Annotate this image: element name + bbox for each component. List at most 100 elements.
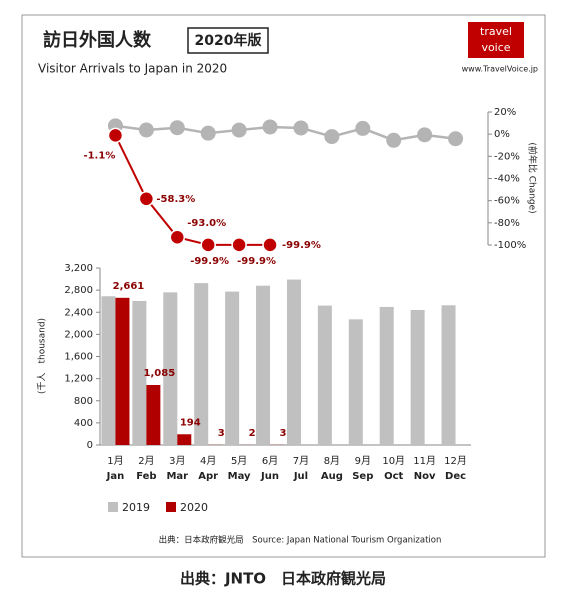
source: 出典：日本政府観光局 Source: Japan National Touris… [159, 535, 442, 546]
y2-tick-label: -80% [494, 218, 520, 229]
data-label: -99.9% [190, 256, 229, 267]
x-tick-label: 4月 [200, 455, 216, 467]
x-tick-label: Apr [198, 471, 218, 482]
x-tick-label: Dec [445, 471, 466, 482]
x-tick-label: 11月 [413, 455, 436, 467]
x-tick-label: May [228, 471, 251, 482]
y-axis-label: (千人 thousand) [37, 318, 48, 394]
data-label: -99.9% [237, 256, 276, 267]
point [355, 120, 371, 136]
data-label: -93.0% [187, 218, 226, 229]
y-tick-label: 800 [74, 396, 93, 407]
point [138, 122, 154, 138]
point [262, 237, 278, 253]
point [231, 122, 247, 138]
bar [146, 384, 161, 445]
legend-swatch [108, 502, 118, 512]
x-tick-label: 9月 [355, 455, 371, 467]
data-label: 2,661 [113, 281, 145, 292]
data-label: -1.1% [83, 150, 115, 161]
credit: 出典：JNTO 日本政府観光局 [180, 570, 386, 588]
x-tick-label: Jul [293, 471, 308, 482]
data-label: 1,085 [144, 368, 176, 379]
x-tick-label: Nov [414, 471, 436, 482]
bar [115, 297, 130, 445]
y2-tick-label: 20% [494, 107, 516, 118]
data-label: 194 [180, 417, 201, 428]
x-tick-label: 12月 [444, 455, 467, 467]
x-tick-label: 1月 [107, 455, 123, 467]
y2-tick-label: -40% [494, 174, 520, 185]
y-tick-label: 2,400 [64, 307, 93, 318]
y-tick-label: 2,000 [64, 329, 93, 340]
bar [410, 309, 425, 445]
logo-text: travel [480, 25, 512, 38]
bar [286, 279, 301, 445]
bar [379, 306, 394, 445]
y-tick-label: 3,200 [64, 263, 93, 274]
x-tick-label: Aug [321, 471, 343, 482]
legend-label: 2019 [122, 501, 150, 514]
legend-label: 2020 [180, 501, 208, 514]
y-tick-label: 0 [87, 440, 93, 451]
bar [194, 283, 209, 445]
y-tick-label: 1,200 [64, 374, 93, 385]
url: www.TravelVoice.jp [462, 65, 538, 74]
subtitle: Visitor Arrivals to Japan in 2020 [38, 62, 227, 76]
y-tick-label: 1,600 [64, 352, 93, 363]
x-tick-label: 6月 [262, 455, 278, 467]
x-tick-label: 10月 [382, 455, 405, 467]
x-tick-label: Jun [260, 471, 279, 482]
bar [132, 300, 147, 445]
point [386, 132, 402, 148]
y-tick-label: 400 [74, 418, 93, 429]
y-tick-label: 2,800 [64, 285, 93, 296]
point [448, 131, 464, 147]
data-label: 2 [249, 428, 256, 439]
point [169, 229, 186, 245]
frame [21, 14, 546, 558]
legend-swatch [166, 502, 176, 512]
y2-tick-label: 0% [494, 129, 510, 140]
data-label: -58.3% [156, 194, 195, 205]
bar [101, 296, 116, 445]
badge-box [187, 27, 269, 54]
point [417, 127, 433, 143]
bar [163, 292, 178, 445]
x-tick-label: 7月 [293, 455, 309, 467]
point [262, 119, 278, 135]
bar [441, 305, 456, 445]
title: 訪日外国人数 [43, 29, 152, 51]
point [200, 237, 216, 253]
bar [225, 291, 240, 445]
x-tick-label: 5月 [231, 455, 247, 467]
point [107, 127, 124, 144]
x-tick-label: 8月 [324, 455, 340, 467]
data-label: 3 [218, 428, 225, 439]
y2-tick-label: -60% [494, 196, 520, 207]
y2-tick-label: -100% [494, 240, 526, 251]
y2-axis-label: (前年比 Change) [527, 142, 539, 213]
point [324, 129, 340, 145]
bar [177, 434, 192, 445]
logo-box [468, 22, 524, 58]
x-tick-label: Oct [384, 471, 403, 482]
point [138, 191, 155, 207]
x-tick-label: Mar [166, 471, 188, 482]
point [293, 120, 309, 136]
data-label: 3 [280, 428, 287, 439]
point [169, 120, 185, 136]
point [231, 237, 247, 253]
x-tick-label: 2月 [138, 455, 154, 467]
x-tick-label: 3月 [169, 455, 185, 467]
badge: 2020年版 [195, 32, 262, 49]
bar [317, 305, 332, 445]
y2-tick-label: -20% [494, 151, 520, 162]
x-tick-label: Feb [136, 471, 156, 482]
x-tick-label: Sep [352, 471, 373, 482]
logo-text: voice [481, 41, 510, 54]
x-tick-label: Jan [106, 471, 125, 482]
bar [348, 319, 363, 445]
point [200, 125, 216, 141]
